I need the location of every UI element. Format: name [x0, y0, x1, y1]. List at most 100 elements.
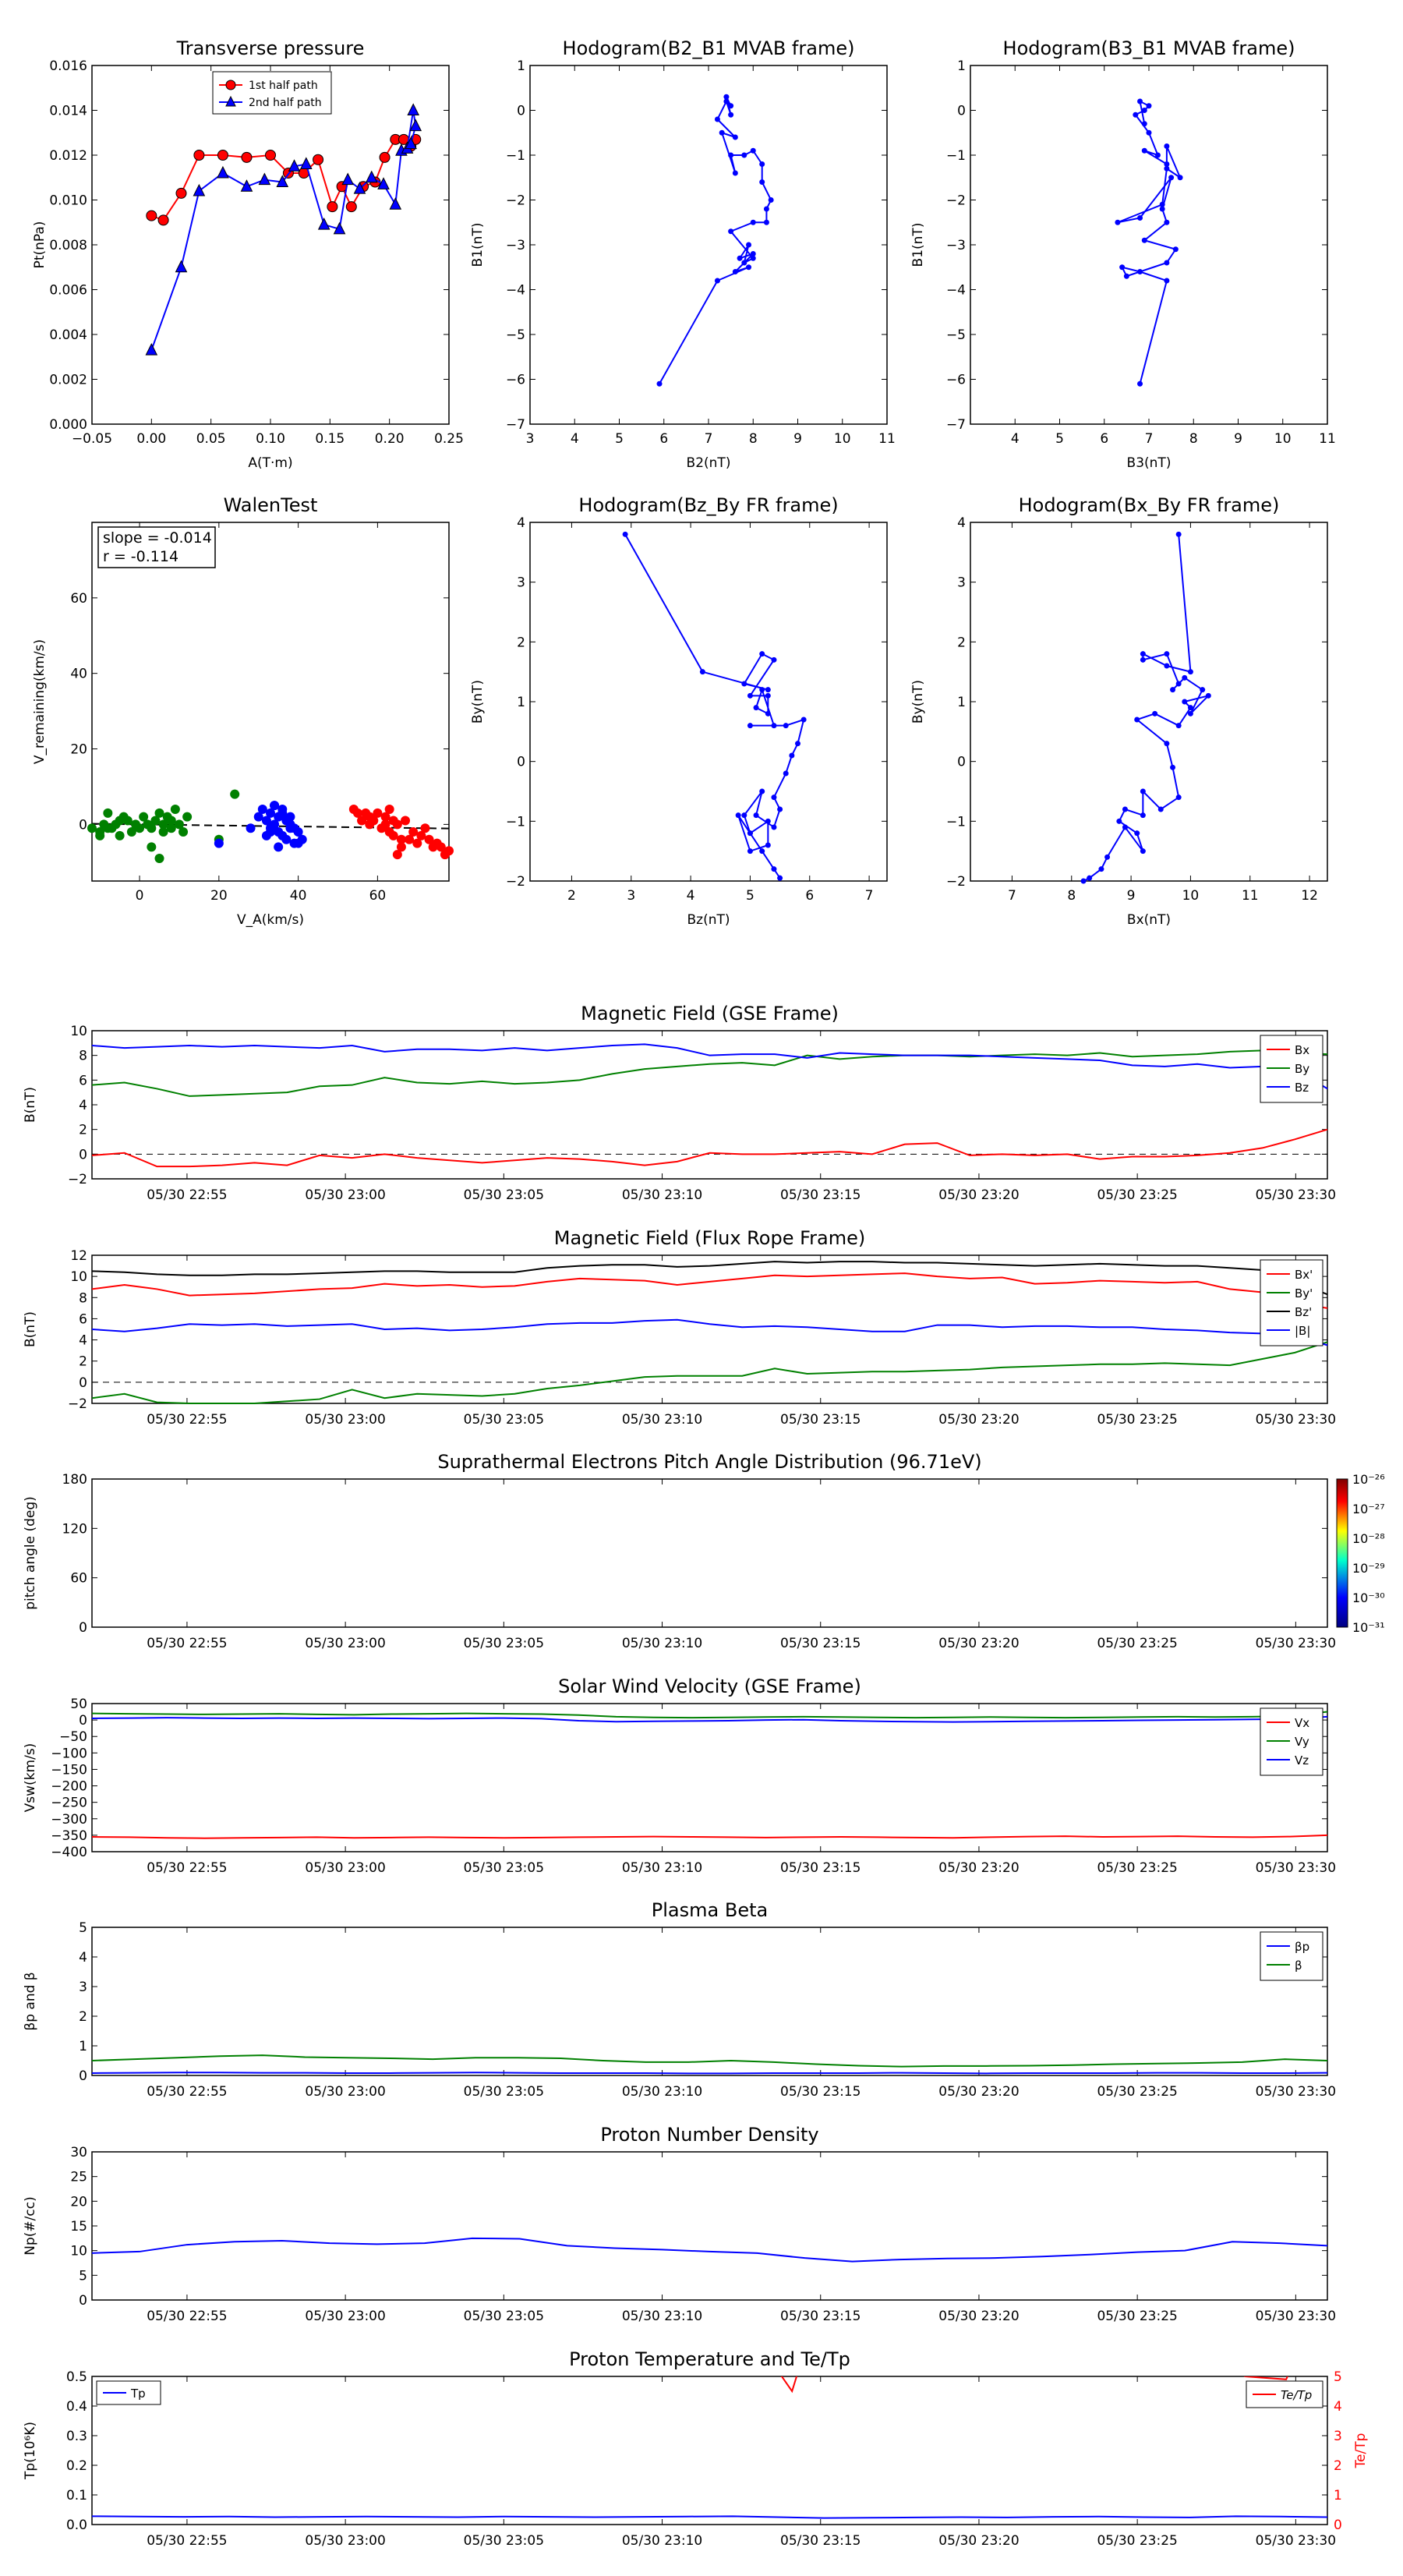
hxy-y-tick-label: 3 [957, 575, 966, 591]
hzy-y-tick-label: 3 [517, 575, 525, 591]
pad-y-tick-label: 180 [62, 1472, 87, 1488]
vsw-time-label: 05/30 23:10 [622, 1860, 702, 1876]
hzy-point [795, 741, 800, 747]
pt-series-line [150, 110, 417, 351]
tp-time-label: 05/30 22:55 [147, 2533, 227, 2549]
h31-title: Hodogram(B3_B1 MVAB frame) [1003, 37, 1295, 59]
hzy-point [783, 770, 789, 777]
hzy-point [771, 656, 777, 663]
bgse-y-tick-label: 6 [79, 1073, 87, 1088]
hxy-point [1140, 848, 1146, 855]
tp-time-label: 05/30 23:10 [622, 2533, 702, 2549]
beta-series-βp [91, 2072, 1328, 2075]
h21-point [750, 251, 756, 257]
pt-point [157, 214, 169, 226]
bfr-legend-label: Bz' [1295, 1305, 1312, 1319]
walen-point [401, 816, 411, 826]
tp-legend-label: Tp [130, 2387, 146, 2401]
h31-point [1154, 152, 1161, 158]
h21-point [741, 152, 747, 158]
pt-point [258, 172, 271, 186]
tp-y2-tick-label: 3 [1334, 2429, 1342, 2444]
hzy-point [777, 875, 783, 881]
h21-point [768, 197, 774, 203]
hxy-point [1182, 699, 1188, 705]
tp-y-tick-label: 0.5 [66, 2369, 87, 2385]
bfr-time-label: 05/30 23:20 [938, 1412, 1019, 1428]
walen-point [174, 819, 184, 830]
h31-frame [970, 65, 1328, 425]
walen-slope-text: slope = -0.014 [103, 529, 212, 547]
h21-point [763, 219, 769, 225]
hzy-x-tick-label: 6 [805, 888, 814, 904]
h31-point [1141, 121, 1147, 127]
hxy-point [1175, 531, 1182, 537]
vsw-time-label: 05/30 23:30 [1256, 1860, 1336, 1876]
walen-point [166, 816, 176, 826]
hxy-point [1134, 830, 1140, 837]
h31-x-tick-label: 7 [1145, 431, 1154, 447]
pad-time-label: 05/30 22:55 [147, 1636, 227, 1651]
hzy-point [765, 692, 771, 699]
hzy-x-tick-label: 2 [567, 888, 576, 904]
walen-point [408, 827, 419, 837]
hzy-frame [529, 522, 888, 882]
pad-y-tick-label: 60 [70, 1571, 87, 1587]
pad-y-tick-label: 120 [62, 1521, 87, 1537]
h21-x-tick-label: 5 [615, 431, 624, 447]
h31-y-tick-label: −7 [946, 417, 966, 433]
hzy-point [753, 812, 759, 819]
bfr-time-label: 05/30 23:10 [622, 1412, 702, 1428]
hxy-x-tick-label: 8 [1067, 888, 1076, 904]
h31-y-tick-label: −6 [946, 373, 966, 388]
beta-time-label: 05/30 23:00 [305, 2084, 385, 2100]
pad-time-label: 05/30 23:25 [1097, 1636, 1177, 1651]
vsw-y-tick-label: −300 [51, 1812, 87, 1828]
beta-y-tick-label: 2 [79, 2009, 87, 2025]
hxy-y-tick-label: 2 [957, 635, 966, 650]
bfr-y-tick-label: −2 [68, 1396, 87, 1412]
bfr-series-By' [91, 1341, 1328, 1404]
hzy-point [735, 812, 741, 819]
hzy-x-tick-label: 3 [627, 888, 635, 904]
hxy-x-tick-label: 10 [1182, 888, 1200, 904]
pt-point [299, 157, 313, 169]
bgse-y-tick-label: −2 [68, 1172, 87, 1187]
beta-title: Plasma Beta [652, 1899, 768, 1921]
h31-point [1177, 175, 1183, 181]
h21-title: Hodogram(B2_B1 MVAB frame) [563, 37, 855, 59]
walen-point [166, 823, 176, 833]
walen-point [170, 805, 180, 814]
beta-time-label: 05/30 22:55 [147, 2084, 227, 2100]
hzy-point [771, 866, 777, 872]
pt-legend-label: 2nd half path [249, 97, 322, 109]
h21-point [750, 219, 756, 225]
hxy-point [1122, 806, 1128, 812]
walen-point [392, 819, 402, 830]
walen-point [139, 812, 149, 822]
tp-time-label: 05/30 23:20 [938, 2533, 1019, 2549]
walen-point [396, 834, 406, 844]
hxy-point [1122, 824, 1128, 830]
hzy-point [747, 848, 753, 855]
h31-x-tick-label: 4 [1011, 431, 1020, 447]
hxy-point [1140, 812, 1146, 819]
np-y-tick-label: 20 [70, 2194, 87, 2210]
pt-title: Transverse pressure [176, 37, 365, 59]
hxy-point [1187, 705, 1193, 711]
h21-y-tick-label: −3 [506, 238, 525, 253]
walen-point [214, 838, 224, 848]
h21-y-tick-label: 0 [517, 104, 525, 119]
h31-point [1119, 264, 1126, 271]
vsw-time-label: 05/30 23:20 [938, 1860, 1019, 1876]
pt-y-tick-label: 0.004 [49, 327, 87, 343]
pt-point [193, 183, 206, 196]
vsw-y-tick-label: 0 [79, 1713, 87, 1729]
h31-point [1159, 206, 1165, 212]
vsw-y-tick-label: −400 [51, 1845, 87, 1860]
pt-x-tick-label: 0.25 [434, 431, 464, 447]
pad-frame [91, 1478, 1328, 1628]
pad-time-label: 05/30 23:05 [464, 1636, 544, 1651]
walen-point [274, 842, 284, 852]
